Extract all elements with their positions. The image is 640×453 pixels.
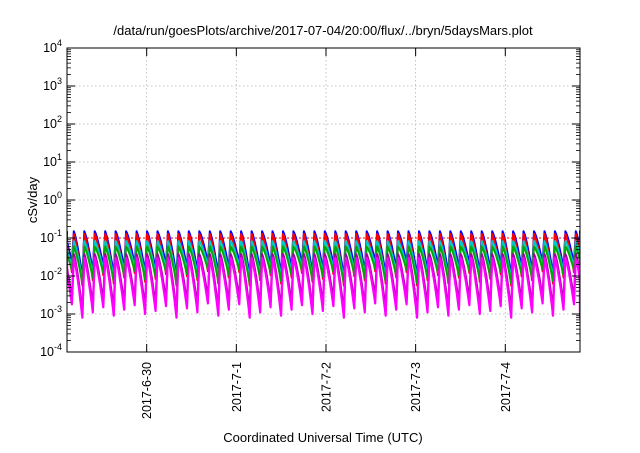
ticks <box>67 47 580 353</box>
chart-title: /data/run/goesPlots/archive/2017-07-04/2… <box>113 23 533 38</box>
x-tick-label: 2017-7-4 <box>499 362 513 412</box>
y-tick-label: 101 <box>43 152 62 169</box>
y-tick-label: 10-2 <box>40 266 62 283</box>
y-tick-label: 10-1 <box>40 228 62 245</box>
y-tick-label: 10-4 <box>40 342 62 359</box>
y-tick-label: 102 <box>43 114 62 131</box>
y-tick-label: 100 <box>43 190 62 207</box>
x-tick-labels: 2017-6-30 2017-7-1 2017-7-2 2017-7-3 2017-7-… <box>140 362 513 419</box>
y-tick-label: 103 <box>43 76 62 93</box>
y-axis-label: cSv/day <box>25 176 40 223</box>
x-tick-label: 2017-7-2 <box>319 362 333 412</box>
x-tick-label: 2017-7-1 <box>230 362 244 412</box>
y-tick-label: 104 <box>43 38 62 55</box>
x-axis-label: Coordinated Universal Time (UTC) <box>223 430 422 445</box>
series-line <box>67 256 580 319</box>
y-tick-labels: 10-4 10-3 10-2 10-1 100 101 102 103 104 <box>40 38 62 359</box>
x-tick-label: 2017-7-3 <box>409 362 423 412</box>
y-tick-label: 10-3 <box>40 304 62 321</box>
x-tick-label: 2017-6-30 <box>140 362 154 419</box>
series-group <box>67 230 580 319</box>
